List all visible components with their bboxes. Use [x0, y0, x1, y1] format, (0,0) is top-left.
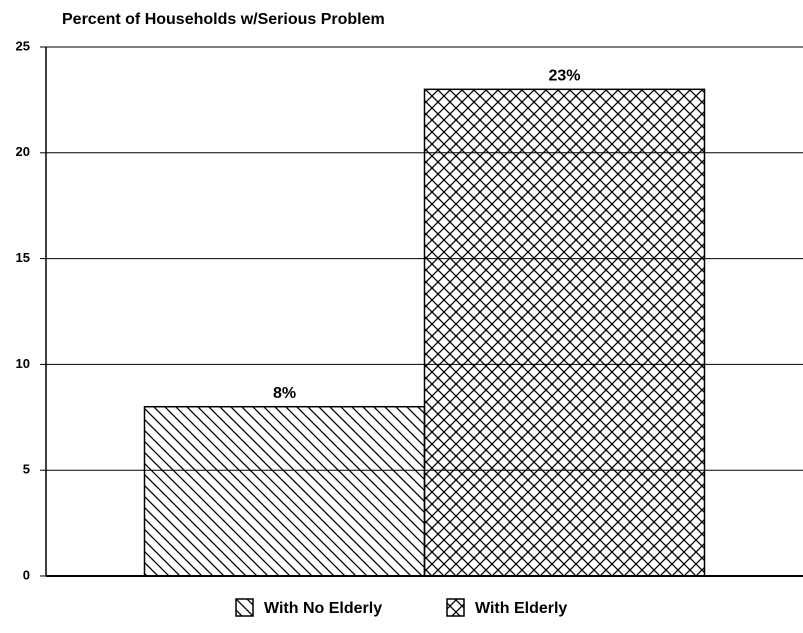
y-tick-label: 0	[23, 567, 30, 582]
chart-title: Percent of Households w/Serious Problem	[62, 11, 385, 28]
value-label: 23%	[548, 68, 580, 85]
y-tick-label: 25	[16, 38, 30, 53]
legend-label: With No Elderly	[264, 600, 382, 617]
y-tick-label: 15	[16, 250, 30, 265]
bar	[143, 405, 426, 577]
legend-label: With Elderly	[475, 600, 567, 617]
bar	[423, 88, 706, 577]
y-tick-label: 5	[23, 462, 30, 477]
y-tick-label: 20	[16, 144, 30, 159]
y-tick-label: 10	[16, 356, 30, 371]
legend-swatch	[446, 598, 465, 617]
value-label: 8%	[273, 385, 296, 402]
legend-swatch	[235, 598, 254, 617]
